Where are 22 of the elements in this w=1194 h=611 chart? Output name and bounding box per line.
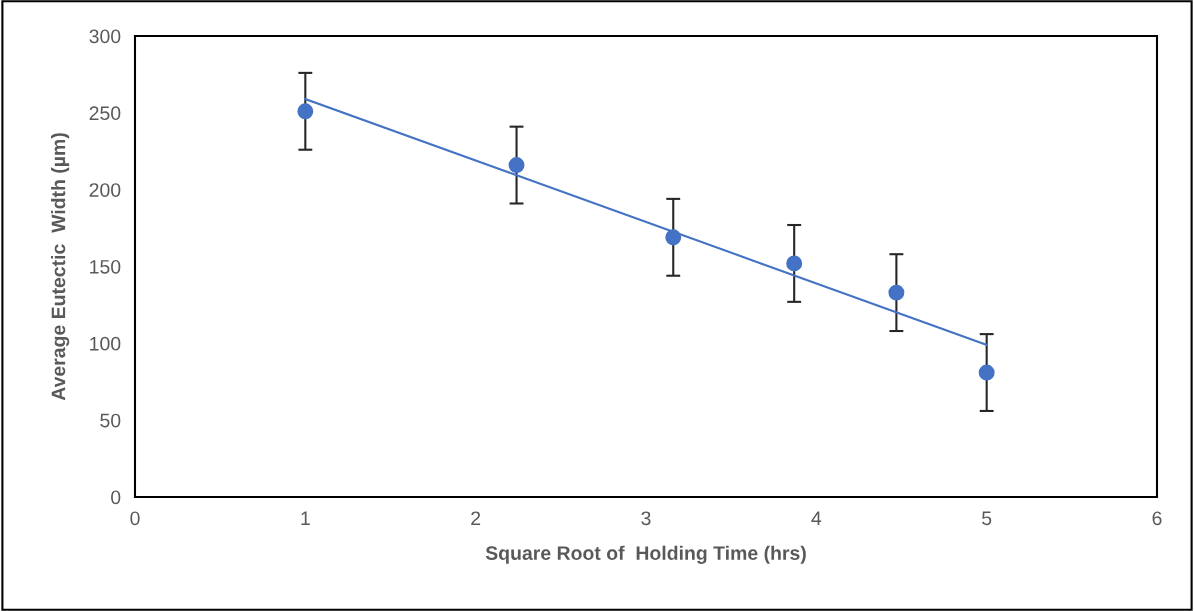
x-tick-label: 1: [301, 511, 310, 525]
y-tick-label: 200: [89, 183, 121, 197]
y-tick-label: 50: [100, 413, 121, 428]
point: [786, 255, 803, 272]
y-axis-title: Average Eutectic Width (µm): [51, 133, 70, 401]
x-tick-label: 6: [1152, 511, 1162, 526]
x-tick-label: 0: [130, 511, 140, 526]
y-tick-label: 250: [89, 106, 121, 121]
x-tick-label: 2: [471, 511, 481, 525]
point: [508, 157, 525, 174]
point: [665, 229, 682, 246]
point: [978, 364, 995, 381]
x-tick-label: 4: [811, 511, 822, 525]
point: [297, 103, 314, 120]
x-tick-label: 5: [982, 511, 992, 526]
y-tick-label: 300: [89, 29, 121, 44]
x-tick-label: 3: [641, 511, 651, 526]
point: [888, 284, 905, 301]
y-tick-label: 150: [90, 259, 121, 274]
y-tick-label: 0: [111, 490, 121, 505]
x-axis-title: Square Root of Holding Time (hrs): [485, 545, 806, 564]
y-tick-label: 100: [90, 336, 121, 351]
